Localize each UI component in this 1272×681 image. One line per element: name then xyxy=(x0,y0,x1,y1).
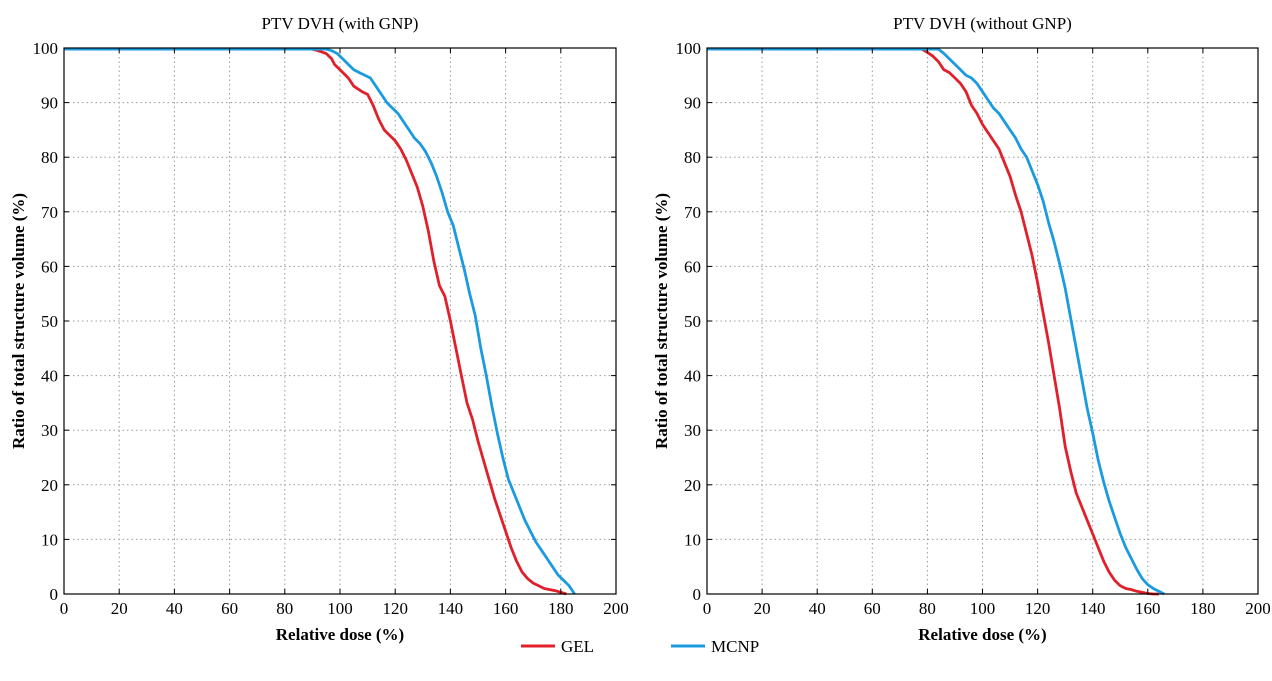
x-tick-label: 180 xyxy=(1190,599,1216,618)
y-tick-label: 40 xyxy=(41,367,58,386)
x-tick-label: 120 xyxy=(1025,599,1051,618)
y-axis-label: Ratio of total structure volume (%) xyxy=(9,193,28,449)
chart-panel-with-gnp: 0 20 40 60 80 100 120 140 160 180 200 0 10 20 30 40 50 60… xyxy=(9,14,629,644)
y-tick-label: 70 xyxy=(41,203,58,222)
y-tick-label: 50 xyxy=(41,312,58,331)
y-tick-label: 60 xyxy=(684,257,701,276)
x-tick-label: 60 xyxy=(864,599,881,618)
legend-label-mcnp: MCNP xyxy=(711,637,759,656)
x-tick-label: 180 xyxy=(548,599,574,618)
y-tick-label: 0 xyxy=(50,585,59,604)
x-axis-label: Relative dose (%) xyxy=(276,625,404,644)
chart-panel-without-gnp: 0 20 40 60 80 100 120 140 160 180 200 0 10 20 30 40 50 60… xyxy=(652,14,1271,644)
x-tick-label: 100 xyxy=(327,599,353,618)
y-tick-label: 40 xyxy=(684,367,701,386)
x-tick-label: 80 xyxy=(919,599,936,618)
chart-title: PTV DVH (with GNP) xyxy=(262,14,419,33)
y-tick-label: 20 xyxy=(684,476,701,495)
y-tick-label: 80 xyxy=(684,148,701,167)
x-tick-label: 140 xyxy=(1080,599,1106,618)
y-tick-label: 10 xyxy=(684,530,701,549)
x-tick-label: 20 xyxy=(111,599,128,618)
x-tick-label: 0 xyxy=(60,599,69,618)
x-tick-label: 140 xyxy=(438,599,464,618)
series-line-gel xyxy=(707,47,1159,596)
x-tick-label: 100 xyxy=(970,599,996,618)
x-tick-label: 160 xyxy=(1135,599,1161,618)
x-tick-label: 0 xyxy=(703,599,712,618)
x-tick-label: 60 xyxy=(221,599,238,618)
y-tick-label: 50 xyxy=(684,312,701,331)
y-axis-label: Ratio of total structure volume (%) xyxy=(652,193,671,449)
x-axis-label: Relative dose (%) xyxy=(918,625,1046,644)
y-tick-label: 100 xyxy=(33,39,59,58)
y-tick-label: 90 xyxy=(684,94,701,113)
x-tick-label: 120 xyxy=(382,599,408,618)
y-tick-label: 90 xyxy=(41,94,58,113)
series-line-mcnp xyxy=(707,47,1165,596)
x-tick-label: 80 xyxy=(276,599,293,618)
y-tick-label: 80 xyxy=(41,148,58,167)
y-tick-label: 20 xyxy=(41,476,58,495)
y-tick-label: 60 xyxy=(41,257,58,276)
series-line-gel xyxy=(64,47,567,596)
legend-label-gel: GEL xyxy=(561,637,594,656)
x-tick-label: 40 xyxy=(166,599,183,618)
y-tick-label: 100 xyxy=(676,39,702,58)
x-tick-label: 40 xyxy=(809,599,826,618)
y-tick-label: 70 xyxy=(684,203,701,222)
chart-title: PTV DVH (without GNP) xyxy=(893,14,1072,33)
x-tick-label: 200 xyxy=(603,599,629,618)
legend: GEL MCNP xyxy=(521,637,759,656)
y-tick-label: 0 xyxy=(693,585,702,604)
y-tick-label: 10 xyxy=(41,530,58,549)
x-tick-label: 200 xyxy=(1245,599,1271,618)
y-tick-label: 30 xyxy=(41,421,58,440)
y-tick-label: 30 xyxy=(684,421,701,440)
x-tick-label: 20 xyxy=(754,599,771,618)
x-tick-label: 160 xyxy=(493,599,519,618)
series-line-mcnp xyxy=(64,47,576,595)
